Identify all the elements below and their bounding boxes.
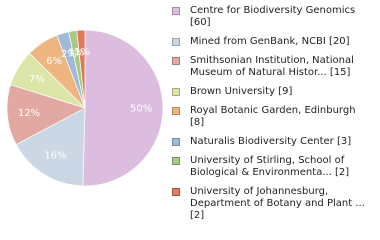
legend-swatch — [172, 188, 180, 196]
legend-label: Royal Botanic Garden, Edinburgh [8] — [190, 105, 356, 128]
pie-area: 50% 16% 12% 7%6%2%1%1% — [6, 29, 164, 187]
legend-label: Naturalis Biodiversity Center [3] — [190, 136, 352, 147]
pie-slice — [6, 84, 86, 146]
legend-entry: Smithsonian Institution, National Museum… — [172, 55, 377, 79]
legend-swatch — [172, 138, 180, 146]
legend-label: Smithsonian Institution, National Museum… — [190, 55, 354, 78]
slice-label: 1% — [68, 48, 84, 59]
legend-entry: University of Stirling, School of Biolog… — [172, 155, 377, 179]
slice-label: 16% — [44, 151, 66, 162]
pie-slice — [82, 29, 164, 187]
legend: Centre for Biodiversity Genomics [60] Min… — [172, 5, 377, 229]
legend-label: University of Stirling, School of Biolog… — [190, 155, 350, 178]
pie-slice — [76, 29, 86, 109]
legend-entry: Mined from GenBank, NCBI [20] — [172, 36, 377, 48]
legend-entry: Brown University [9] — [172, 86, 377, 98]
legend-label: Mined from GenBank, NCBI [20] — [190, 36, 350, 47]
slice-label: 2% — [61, 49, 77, 60]
legend-entry: Naturalis Biodiversity Center [3] — [172, 136, 377, 148]
legend-swatch — [172, 38, 180, 46]
slice-label: 6% — [46, 56, 62, 67]
pie-slice — [15, 107, 86, 187]
legend-label: Centre for Biodiversity Genomics [60] — [190, 5, 356, 28]
slice-label: 1% — [74, 47, 90, 58]
legend-label: Brown University [9] — [190, 86, 293, 97]
slice-label: 7% — [29, 74, 45, 85]
legend-swatch — [172, 88, 180, 96]
slice-label: 12% — [18, 108, 40, 119]
legend-swatch — [172, 7, 180, 15]
legend-label: University of Johannesburg, Department o… — [190, 186, 365, 221]
legend-swatch — [172, 107, 180, 115]
legend-entry: Royal Botanic Garden, Edinburgh [8] — [172, 105, 377, 129]
legend-swatch — [172, 157, 180, 165]
legend-entry: University of Johannesburg, Department o… — [172, 186, 377, 222]
legend-swatch — [172, 57, 180, 65]
slice-label: 50% — [130, 104, 152, 115]
legend-entry: Centre for Biodiversity Genomics [60] — [172, 5, 377, 29]
